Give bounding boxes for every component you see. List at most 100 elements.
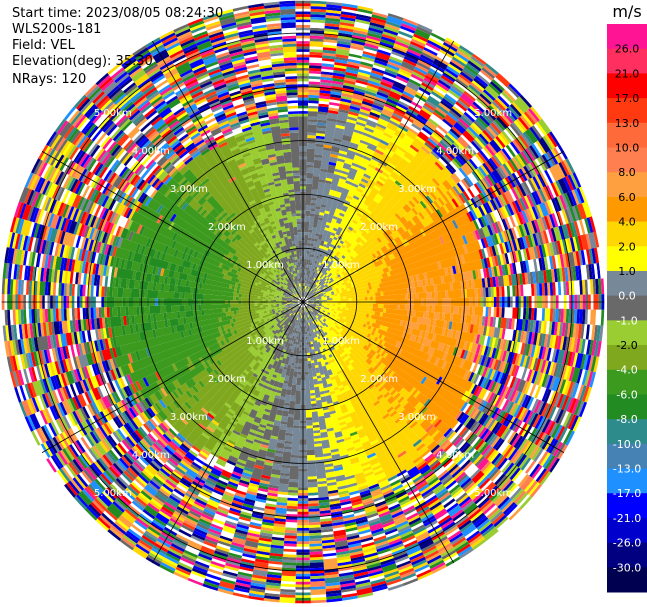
azimuth-spoke xyxy=(152,40,304,303)
radar-ray xyxy=(31,304,299,446)
range-gate xyxy=(106,210,114,222)
range-gate xyxy=(325,186,587,294)
range-gate xyxy=(209,525,223,533)
range-gate xyxy=(49,255,55,269)
range-gate xyxy=(538,346,592,371)
range-gate xyxy=(179,36,219,103)
range-gate xyxy=(205,20,235,74)
range-gate xyxy=(473,385,566,441)
range-gate xyxy=(449,448,460,459)
range-gate xyxy=(404,542,427,568)
range-gate xyxy=(32,306,288,397)
radar-ray xyxy=(248,307,303,601)
range-gate xyxy=(442,85,500,146)
radar-ray xyxy=(303,0,327,297)
range-gate xyxy=(408,316,573,352)
range-gate xyxy=(380,38,395,46)
range-gate xyxy=(174,309,300,545)
range-gate xyxy=(159,30,226,144)
radar-ray xyxy=(308,303,596,388)
range-gate xyxy=(481,444,491,456)
range-gate xyxy=(45,148,136,209)
range-gate xyxy=(48,167,129,217)
range-gate xyxy=(90,144,146,190)
range-gate xyxy=(55,137,66,152)
range-gate xyxy=(365,509,378,517)
range-gate xyxy=(251,22,278,109)
range-gate xyxy=(59,188,129,228)
range-gate xyxy=(182,43,227,123)
range-gate xyxy=(121,472,133,484)
range-gate xyxy=(332,78,345,83)
radar-ray xyxy=(232,5,302,297)
range-gate xyxy=(37,178,51,195)
range-gate xyxy=(482,254,565,279)
range-gate xyxy=(12,338,110,372)
range-gate xyxy=(303,33,325,294)
range-gate xyxy=(37,267,298,302)
range-gate xyxy=(190,465,224,516)
radar-ray xyxy=(46,304,299,473)
range-gate xyxy=(386,187,459,243)
radar-ray xyxy=(306,305,511,532)
range-gate xyxy=(511,403,520,417)
range-gate xyxy=(346,152,439,254)
range-gate xyxy=(505,128,538,158)
range-gate xyxy=(303,307,334,538)
range-gate xyxy=(107,63,171,137)
range-gate xyxy=(437,469,448,480)
radar-ray xyxy=(19,186,298,301)
range-gate xyxy=(141,58,194,130)
range-gate xyxy=(68,128,131,179)
range-gate xyxy=(66,283,70,296)
range-gate xyxy=(306,305,317,316)
range-gate xyxy=(171,314,277,372)
range-gate xyxy=(483,335,555,362)
radar-ray xyxy=(305,306,447,574)
range-gate xyxy=(327,6,358,115)
range-gate xyxy=(158,478,205,546)
radar-ray xyxy=(304,307,389,595)
range-gate xyxy=(558,217,594,240)
radar-ray xyxy=(263,1,303,297)
range-gate xyxy=(435,71,492,137)
range-gate xyxy=(264,307,303,597)
range-gate xyxy=(399,320,549,361)
range-gate xyxy=(545,295,554,309)
range-gate xyxy=(308,92,320,96)
range-gate xyxy=(338,134,556,280)
range-gate xyxy=(170,51,185,61)
range-gate xyxy=(336,553,351,558)
range-gate xyxy=(94,113,159,173)
range-gate xyxy=(101,462,160,525)
range-gate xyxy=(225,135,275,234)
radar-ray xyxy=(308,231,600,301)
range-gate xyxy=(432,446,500,519)
range-gate xyxy=(438,471,489,529)
range-gate xyxy=(65,350,141,385)
range-gate xyxy=(378,81,393,94)
range-gate xyxy=(407,310,596,341)
range-gate xyxy=(516,318,539,333)
colorbar-swatch xyxy=(607,270,647,297)
range-gate xyxy=(157,183,232,245)
range-gate xyxy=(417,131,430,142)
range-gate xyxy=(381,23,417,86)
range-gate xyxy=(230,303,263,308)
azimuth-spoke xyxy=(302,151,565,303)
range-gate xyxy=(501,373,549,402)
radar-ray xyxy=(304,13,404,297)
range-gate xyxy=(533,332,567,351)
range-gate xyxy=(64,446,123,498)
colorbar-tick-label: -6.0 xyxy=(616,388,637,401)
range-gate xyxy=(66,422,113,459)
range-gate xyxy=(282,43,297,48)
range-gate xyxy=(485,357,512,375)
radar-ray xyxy=(308,247,602,302)
range-gate xyxy=(206,138,301,298)
range-gate xyxy=(442,458,453,468)
range-gate xyxy=(252,87,265,98)
range-gate xyxy=(210,36,233,69)
range-gate xyxy=(229,50,247,70)
range-ring-label: 4.00km xyxy=(436,146,474,157)
